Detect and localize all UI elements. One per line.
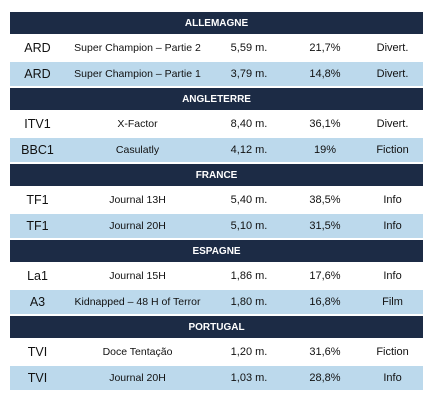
channel-cell: A3	[10, 289, 65, 316]
viewers-cell: 8,40 m.	[210, 111, 288, 138]
share-cell: 14,8%	[288, 61, 362, 88]
share-cell: 16,8%	[288, 289, 362, 316]
channel-cell: TVI	[10, 365, 65, 392]
section-header-portugal: PORTUGAL	[10, 315, 424, 340]
genre-cell: Fiction	[362, 137, 424, 164]
table-row: ITV1 X-Factor 8,40 m. 36,1% Divert.	[10, 111, 424, 138]
viewers-cell: 1,86 m.	[210, 263, 288, 290]
viewers-cell: 1,03 m.	[210, 365, 288, 392]
channel-cell: TF1	[10, 213, 65, 240]
viewers-cell: 1,20 m.	[210, 339, 288, 366]
genre-cell: Info	[362, 365, 424, 392]
table-row: A3 Kidnapped – 48 H of Terror 1,80 m. 16…	[10, 289, 424, 316]
channel-cell: TVI	[10, 339, 65, 366]
country-name: ANGLETERRE	[10, 87, 424, 112]
channel-cell: ARD	[10, 35, 65, 62]
section-header-angleterre: ANGLETERRE	[10, 87, 424, 112]
country-name: PORTUGAL	[10, 315, 424, 340]
program-cell: Journal 20H	[65, 213, 210, 240]
program-cell: Kidnapped – 48 H of Terror	[65, 289, 210, 316]
genre-cell: Divert.	[362, 111, 424, 138]
program-cell: Journal 20H	[65, 365, 210, 392]
share-cell: 31,5%	[288, 213, 362, 240]
program-cell: Journal 13H	[65, 187, 210, 214]
genre-cell: Info	[362, 213, 424, 240]
share-cell: 31,6%	[288, 339, 362, 366]
table-row: La1 Journal 15H 1,86 m. 17,6% Info	[10, 263, 424, 290]
table-row: TF1 Journal 13H 5,40 m. 38,5% Info	[10, 187, 424, 214]
genre-cell: Info	[362, 187, 424, 214]
share-cell: 21,7%	[288, 35, 362, 62]
viewers-cell: 4,12 m.	[210, 137, 288, 164]
program-cell: Casulatly	[65, 137, 210, 164]
genre-cell: Divert.	[362, 35, 424, 62]
share-cell: 38,5%	[288, 187, 362, 214]
country-name: ESPAGNE	[10, 239, 424, 264]
table-row: TVI Journal 20H 1,03 m. 28,8% Info	[10, 365, 424, 392]
share-cell: 36,1%	[288, 111, 362, 138]
share-cell: 19%	[288, 137, 362, 164]
table-row: ARD Super Champion – Partie 1 3,79 m. 14…	[10, 61, 424, 88]
genre-cell: Film	[362, 289, 424, 316]
channel-cell: La1	[10, 263, 65, 290]
table-row: ARD Super Champion – Partie 2 5,59 m. 21…	[10, 35, 424, 62]
share-cell: 17,6%	[288, 263, 362, 290]
program-cell: Journal 15H	[65, 263, 210, 290]
share-cell: 28,8%	[288, 365, 362, 392]
country-name: FRANCE	[10, 163, 424, 188]
tv-ratings-table: ALLEMAGNE ARD Super Champion – Partie 2 …	[10, 12, 424, 392]
program-cell: Super Champion – Partie 2	[65, 35, 210, 62]
program-cell: Super Champion – Partie 1	[65, 61, 210, 88]
table-row: TF1 Journal 20H 5,10 m. 31,5% Info	[10, 213, 424, 240]
section-header-espagne: ESPAGNE	[10, 239, 424, 264]
viewers-cell: 5,59 m.	[210, 35, 288, 62]
viewers-cell: 1,80 m.	[210, 289, 288, 316]
genre-cell: Info	[362, 263, 424, 290]
genre-cell: Fiction	[362, 339, 424, 366]
channel-cell: BBC1	[10, 137, 65, 164]
genre-cell: Divert.	[362, 61, 424, 88]
viewers-cell: 3,79 m.	[210, 61, 288, 88]
section-header-allemagne: ALLEMAGNE	[10, 12, 424, 36]
viewers-cell: 5,40 m.	[210, 187, 288, 214]
program-cell: Doce Tentação	[65, 339, 210, 366]
country-name: ALLEMAGNE	[10, 12, 424, 36]
channel-cell: ARD	[10, 61, 65, 88]
channel-cell: TF1	[10, 187, 65, 214]
channel-cell: ITV1	[10, 111, 65, 138]
section-header-france: FRANCE	[10, 163, 424, 188]
viewers-cell: 5,10 m.	[210, 213, 288, 240]
table-row: TVI Doce Tentação 1,20 m. 31,6% Fiction	[10, 339, 424, 366]
program-cell: X-Factor	[65, 111, 210, 138]
table-row: BBC1 Casulatly 4,12 m. 19% Fiction	[10, 137, 424, 164]
